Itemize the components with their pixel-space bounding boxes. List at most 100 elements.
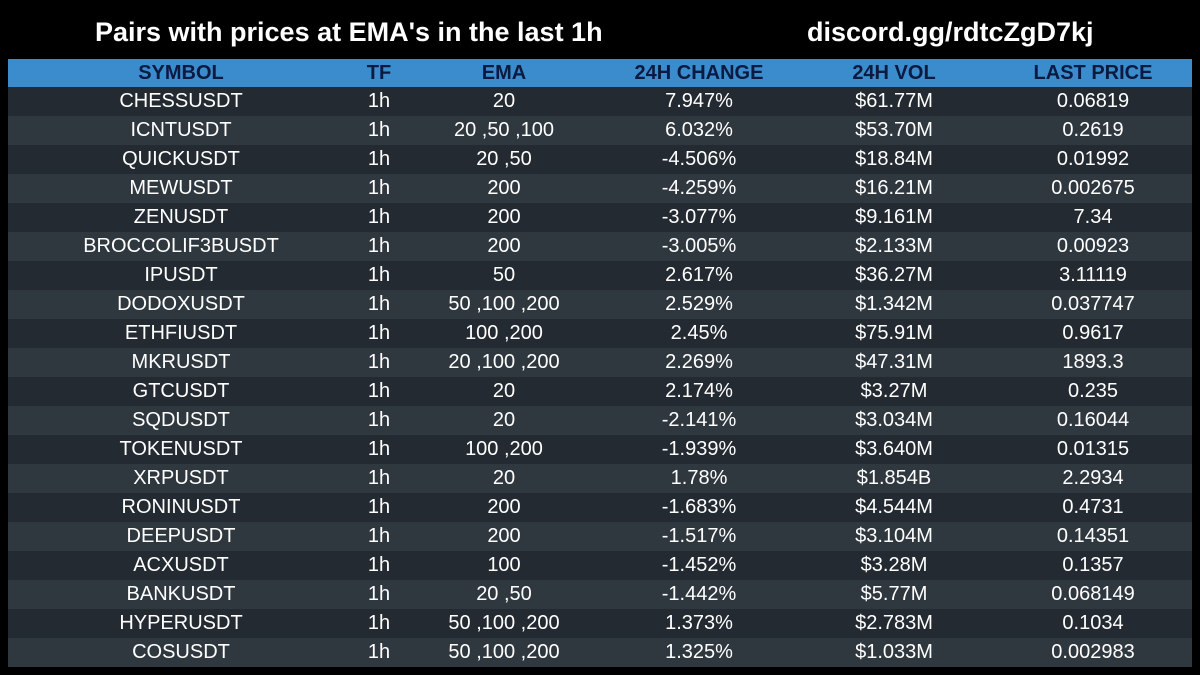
symbol-cell: BANKUSDT [126, 583, 236, 605]
volume-cell: $3.034M [855, 409, 933, 431]
ema-cell: 200 [487, 496, 521, 518]
ema-cell: 50 ,100 ,200 [448, 612, 560, 634]
symbol-cell: CHESSUSDT [119, 90, 243, 112]
tf-cell: 1h [367, 583, 391, 605]
change-cell: -3.077% [661, 206, 737, 228]
table-row[interactable]: COSUSDT 1h 50 ,100 ,200 1.325% $1.033M 0.0029… [8, 638, 1192, 667]
tf-cell: 1h [367, 409, 391, 431]
tf-cell: 1h [367, 380, 391, 402]
last-price-cell: 0.14351 [1056, 525, 1130, 547]
last-price-cell: 0.2619 [1062, 119, 1124, 141]
ema-cell: 200 [487, 177, 521, 199]
change-cell: -1.939% [661, 438, 737, 460]
volume-cell: $1.342M [855, 293, 933, 315]
last-price-cell: 0.002983 [1051, 641, 1135, 663]
symbol-cell: IPUSDT [144, 264, 218, 286]
ema-cell: 20 ,100 ,200 [448, 351, 560, 373]
table-row[interactable]: TOKENUSDT 1h 100 ,200 -1.939% $3.640M 0.01315 [8, 435, 1192, 464]
volume-cell: $53.70M [855, 119, 933, 141]
volume-cell: $2.133M [855, 235, 933, 257]
table-row[interactable]: RONINUSDT 1h 200 -1.683% $4.544M 0.4731 [8, 493, 1192, 522]
table-row[interactable]: ZENUSDT 1h 200 -3.077% $9.161M 7.34 [8, 203, 1192, 232]
volume-cell: $3.640M [855, 438, 933, 460]
last-price-cell: 0.002675 [1051, 177, 1135, 199]
ema-cell: 20 [492, 409, 516, 431]
change-cell: 1.373% [665, 612, 733, 634]
symbol-cell: ICNTUSDT [130, 119, 232, 141]
change-cell: -3.005% [661, 235, 737, 257]
change-cell: 1.325% [665, 641, 733, 663]
change-cell: -2.141% [661, 409, 737, 431]
table-row[interactable]: MKRUSDT 1h 20 ,100 ,200 2.269% $47.31M 1893.3 [8, 348, 1192, 377]
tf-cell: 1h [367, 206, 391, 228]
table-row[interactable]: DODOXUSDT 1h 50 ,100 ,200 2.529% $1.342M 0.03… [8, 290, 1192, 319]
table-row[interactable]: ICNTUSDT 1h 20 ,50 ,100 6.032% $53.70M 0.2619 [8, 116, 1192, 145]
volume-cell: $9.161M [855, 206, 933, 228]
last-price-cell: 0.16044 [1056, 409, 1130, 431]
symbol-cell: COSUSDT [132, 641, 230, 663]
symbol-cell: DEEPUSDT [126, 525, 236, 547]
volume-cell: $2.783M [855, 612, 933, 634]
symbol-cell: MKRUSDT [131, 351, 231, 373]
column-header-tf[interactable]: TF [366, 61, 392, 84]
volume-cell: $1.033M [855, 641, 933, 663]
last-price-cell: 0.037747 [1051, 293, 1135, 315]
volume-cell: $3.27M [860, 380, 928, 402]
tf-cell: 1h [367, 641, 391, 663]
column-header-24h-change[interactable]: 24H CHANGE [634, 61, 764, 84]
last-price-cell: 0.01992 [1056, 148, 1130, 170]
ema-cell: 50 [492, 264, 516, 286]
change-cell: -1.517% [661, 525, 737, 547]
table-row[interactable]: ACXUSDT 1h 100 -1.452% $3.28M 0.1357 [8, 551, 1192, 580]
table-row[interactable]: DEEPUSDT 1h 200 -1.517% $3.104M 0.14351 [8, 522, 1192, 551]
ema-cell: 20 [492, 90, 516, 112]
tf-cell: 1h [367, 612, 391, 634]
column-header-symbol[interactable]: SYMBOL [138, 61, 224, 84]
symbol-cell: MEWUSDT [129, 177, 233, 199]
last-price-cell: 2.2934 [1062, 467, 1124, 489]
table-row[interactable]: IPUSDT 1h 50 2.617% $36.27M 3.11119 [8, 261, 1192, 290]
symbol-cell: DODOXUSDT [117, 293, 245, 315]
discord-invite-link[interactable]: discord.gg/rdtcZgD7kj [807, 17, 1094, 47]
volume-cell: $47.31M [855, 351, 933, 373]
table-row[interactable]: ETHFIUSDT 1h 100 ,200 2.45% $75.91M 0.9617 [8, 319, 1192, 348]
symbol-cell: TOKENUSDT [119, 438, 243, 460]
last-price-cell: 0.9617 [1062, 322, 1124, 344]
ema-cell: 100 [487, 554, 521, 576]
table-row[interactable]: HYPERUSDT 1h 50 ,100 ,200 1.373% $2.783M 0.10… [8, 609, 1192, 638]
change-cell: 1.78% [670, 467, 728, 489]
change-cell: -4.506% [661, 148, 737, 170]
symbol-cell: BROCCOLIF3BUSDT [83, 235, 279, 257]
table-row[interactable]: XRPUSDT 1h 20 1.78% $1.854B 2.2934 [8, 464, 1192, 493]
change-cell: 2.269% [665, 351, 733, 373]
last-price-cell: 0.06819 [1056, 90, 1130, 112]
table-row[interactable]: QUICKUSDT 1h 20 ,50 -4.506% $18.84M 0.01992 [8, 145, 1192, 174]
volume-cell: $4.544M [855, 496, 933, 518]
table-row[interactable]: GTCUSDT 1h 20 2.174% $3.27M 0.235 [8, 377, 1192, 406]
column-header-ema[interactable]: EMA [481, 61, 527, 84]
ema-cell: 50 ,100 ,200 [448, 293, 560, 315]
volume-cell: $3.28M [860, 554, 928, 576]
table-row[interactable]: CHESSUSDT 1h 20 7.947% $61.77M 0.06819 [8, 87, 1192, 116]
symbol-cell: QUICKUSDT [122, 148, 240, 170]
ema-cell: 20 [492, 467, 516, 489]
table-row[interactable]: BROCCOLIF3BUSDT 1h 200 -3.005% $2.133M 0.0092… [8, 232, 1192, 261]
ema-cell: 20 [492, 380, 516, 402]
ema-cell: 200 [487, 206, 521, 228]
ema-cell: 20 ,50 ,100 [453, 119, 555, 141]
table-row[interactable]: BANKUSDT 1h 20 ,50 -1.442% $5.77M 0.068149 [8, 580, 1192, 609]
column-header-last-price[interactable]: LAST PRICE [1033, 61, 1153, 84]
table-header-row: SYMBOL TF EMA 24H CHANGE 24H VOL LAST PR… [8, 59, 1192, 87]
last-price-cell: 0.1034 [1062, 612, 1124, 634]
table-row[interactable]: MEWUSDT 1h 200 -4.259% $16.21M 0.002675 [8, 174, 1192, 203]
ema-cell: 100 ,200 [465, 438, 543, 460]
change-cell: 2.529% [665, 293, 733, 315]
table-row[interactable]: SQDUSDT 1h 20 -2.141% $3.034M 0.16044 [8, 406, 1192, 435]
volume-cell: $61.77M [855, 90, 933, 112]
column-header-24h-vol[interactable]: 24H VOL [852, 61, 936, 84]
volume-cell: $1.854B [856, 467, 932, 489]
volume-cell: $36.27M [855, 264, 933, 286]
volume-cell: $3.104M [855, 525, 933, 547]
last-price-cell: 0.4731 [1062, 496, 1124, 518]
header: Pairs with prices at EMA's in the last 1… [0, 0, 1200, 60]
